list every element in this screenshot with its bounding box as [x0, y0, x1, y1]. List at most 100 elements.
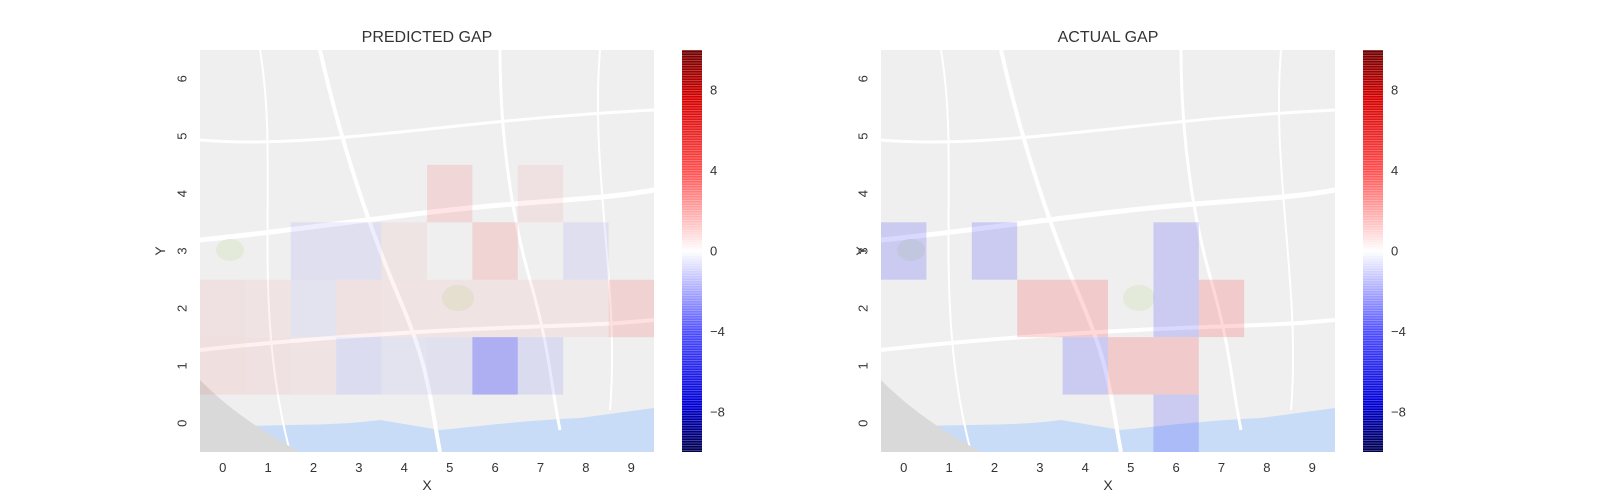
heatmap-cell: [200, 337, 246, 395]
colorbar-stripes: [1363, 50, 1383, 452]
heatmap-cell: [336, 279, 382, 338]
map-road: [318, 49, 442, 453]
x-tick-label: 7: [1218, 460, 1225, 475]
heatmap-cell: [290, 337, 337, 395]
colorbar-ticks: 8 4 0 −4 −8: [1391, 83, 1406, 420]
colorbar-tick-label: 4: [710, 163, 717, 178]
colorbar-tick-label: 0: [1391, 244, 1398, 259]
x-tick-label: 8: [1263, 460, 1270, 475]
x-axis-ticks: 0 1 2 3 4 5 6 7 8 9: [219, 460, 635, 475]
map-park: [442, 285, 474, 311]
x-tick-label: 8: [582, 460, 589, 475]
heatmap-cell: [381, 337, 427, 395]
y-axis-label: Y: [853, 246, 869, 256]
heatmap-cell: [381, 279, 427, 338]
map-road: [940, 49, 972, 453]
colorbar-tick-label: −4: [710, 324, 725, 339]
y-tick-label: 4: [175, 190, 190, 197]
map-park: [1123, 285, 1155, 311]
map-park: [897, 239, 925, 261]
map-water: [881, 408, 1335, 452]
map-park: [216, 239, 244, 261]
heatmap-cell: [336, 222, 382, 280]
heatmap-panel-actual: ACTUAL GAP 0 1 2 3 4 5 6 7 8 9 0 1 2 3 4 5 6 X Y 8 4 0 −4 −…: [853, 29, 1406, 493]
y-axis-ticks: 0 1 2 3 4 5 6: [856, 75, 871, 427]
heatmap-cell: [245, 279, 291, 338]
heatmap-cell: [427, 164, 473, 223]
y-tick-label: 2: [175, 305, 190, 312]
heatmap-cell: [517, 337, 564, 395]
heatmap-cell: [290, 222, 337, 280]
x-tick-label: 5: [446, 460, 453, 475]
colorbar-tick-label: −8: [1391, 404, 1406, 419]
x-tick-label: 0: [900, 460, 907, 475]
heatmap-cell: [517, 279, 564, 338]
y-tick-label: 5: [175, 133, 190, 140]
map-road: [199, 318, 655, 352]
colorbar-tick-label: 4: [1391, 163, 1398, 178]
colorbar-ticks: 8 4 0 −4 −8: [710, 83, 725, 420]
heatmap-cell: [971, 222, 1018, 280]
y-tick-label: 1: [175, 362, 190, 369]
x-tick-label: 1: [264, 460, 271, 475]
colorbar-tick-label: −4: [1391, 324, 1406, 339]
x-axis-label: X: [422, 477, 432, 493]
colorbar-tick-label: 8: [710, 83, 717, 98]
heatmap-cell: [1062, 279, 1108, 338]
map-background: [880, 49, 1336, 453]
chart-title: ACTUAL GAP: [1058, 29, 1159, 46]
heatmap-cell: [563, 222, 609, 280]
x-tick-label: 4: [401, 460, 408, 475]
x-tick-label: 9: [1309, 460, 1316, 475]
colorbar-tick-label: 8: [1391, 83, 1398, 98]
colorbar: 8 4 0 −4 −8: [682, 50, 725, 452]
map-road: [259, 49, 291, 453]
map-road: [1179, 49, 1243, 431]
x-axis-label: X: [1103, 477, 1113, 493]
x-tick-label: 3: [1036, 460, 1043, 475]
y-tick-label: 6: [856, 75, 871, 82]
colorbar: 8 4 0 −4 −8: [1363, 50, 1406, 452]
x-tick-label: 7: [537, 460, 544, 475]
x-tick-label: 9: [628, 460, 635, 475]
heatmap-cell: [563, 279, 609, 338]
y-tick-label: 5: [856, 133, 871, 140]
heatmap-cell: [608, 279, 654, 338]
heatmap-cell: [472, 222, 518, 280]
x-tick-label: 1: [945, 460, 952, 475]
heatmap-cell: [472, 279, 518, 338]
heatmap-cell: [427, 279, 473, 338]
y-tick-label: 0: [856, 420, 871, 427]
x-tick-label: 2: [991, 460, 998, 475]
map-background: [199, 49, 655, 453]
y-tick-label: 0: [175, 420, 190, 427]
y-tick-label: 3: [175, 247, 190, 254]
chart-title: PREDICTED GAP: [362, 29, 493, 46]
y-axis-ticks: 0 1 2 3 4 5 6: [175, 75, 190, 427]
map-relief: [200, 380, 300, 452]
x-tick-label: 5: [1127, 460, 1134, 475]
x-tick-label: 2: [310, 460, 317, 475]
x-tick-label: 3: [355, 460, 362, 475]
heatmap-cell: [336, 337, 382, 395]
heatmap-cell: [1153, 337, 1199, 395]
map-road: [596, 49, 614, 411]
heatmap-cell: [200, 279, 246, 338]
heatmap-cell: [1153, 279, 1199, 338]
heatmap-cell: [1153, 222, 1199, 280]
map-road: [999, 49, 1123, 453]
map-road: [880, 318, 1336, 352]
heatmap-cell: [1108, 337, 1154, 395]
heatmap-cell: [881, 222, 927, 280]
x-tick-label: 6: [1172, 460, 1179, 475]
y-tick-label: 6: [175, 75, 190, 82]
heatmap-cells: [881, 222, 1245, 452]
heatmap-cell: [1017, 279, 1063, 338]
x-tick-label: 6: [491, 460, 498, 475]
y-axis-label: Y: [152, 246, 168, 256]
heatmap-cell: [245, 337, 291, 395]
heatmap-cell: [290, 279, 337, 338]
heatmap-cell: [472, 337, 518, 395]
y-tick-label: 2: [856, 305, 871, 312]
